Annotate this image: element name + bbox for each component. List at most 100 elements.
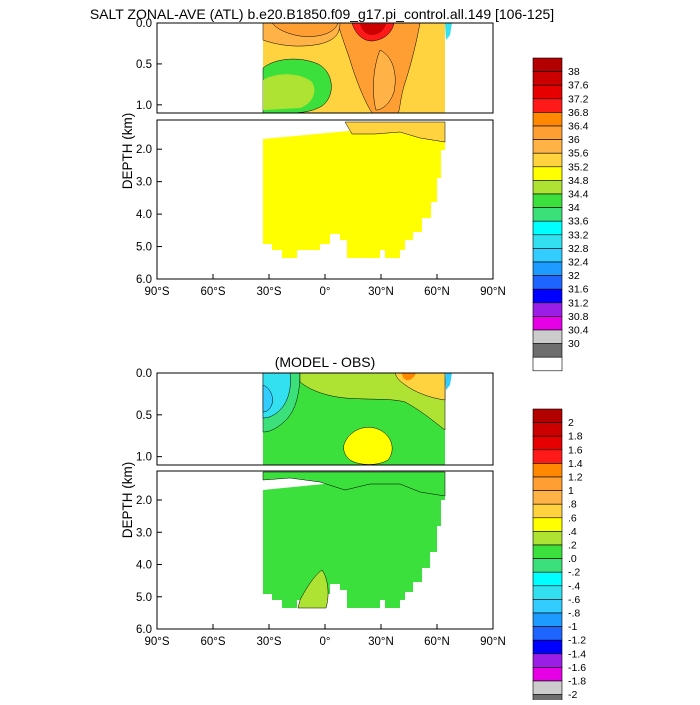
top-colorbar-label: 37.6 [568,80,589,92]
bottom-colorbar-box [532,694,563,705]
top-y-tick-label: 2.0 [136,144,152,156]
top-y-tick-label: 0.0 [136,18,152,30]
top-title: SALT ZONAL-AVE (ATL) b.e20.B1850.f09_g17… [90,6,554,22]
top-colorbar-box [532,98,563,113]
bottom-colorbar-label: 1.4 [568,458,583,470]
top-y-tick-label: 6.0 [136,274,152,286]
bottom-colorbar-label: -.2 [568,567,580,579]
bottom-colorbar-box [532,422,563,437]
bottom-deep-region [263,472,445,608]
bottom-y-tick-label: 2.0 [136,495,152,507]
top-colorbar-label: 37.2 [568,93,589,105]
top-colorbar-box [532,180,563,195]
bottom-y-axis-label: DEPTH (km) [120,462,135,539]
top-y-tick-label: 1.0 [136,100,152,112]
bottom-x-tick-label: 0° [320,636,331,648]
top-colorbar-box [532,302,563,317]
bottom-lower-fields [262,471,446,609]
top-arctic-fresh-edge [445,23,452,40]
bottom-colorbar-label: 1.8 [568,431,583,443]
bottom-x-tick-label: 90°N [480,636,506,648]
bottom-abyssal-patch [297,569,329,609]
bottom-colorbar-box [532,544,563,559]
bottom-northern-surface-core [402,373,416,381]
bottom-x-tick-label: 60°S [200,636,225,648]
bottom-colorbar: 21.81.61.41.21.8.6.4.2.0-.2-.4-.6-.8-1-1… [532,408,586,705]
bottom-colorbar-box [532,503,563,519]
top-colorbar-box [532,220,563,236]
bottom-colorbar-box [532,558,563,573]
bottom-colorbar-box [532,599,563,614]
top-colorbar-label: 32 [568,270,580,282]
bottom-colorbar-label: 1 [568,485,574,497]
top-colorbar-label: 30.4 [568,325,589,337]
top-colorbar-box [532,288,563,304]
bottom-colorbar-label: -.4 [568,580,580,592]
top-colorbar: 38 37.637.2 36.8 36.436 35.635.2 34.8 34.434 33… [532,57,589,372]
top-x-tick-label: 90°S [144,286,169,298]
bottom-upper-frame [156,372,494,466]
top-colorbar-label: 36 [568,134,580,146]
top-colorbar-box [532,152,563,168]
top-colorbar-box [532,329,563,344]
bottom-colorbar-box [532,463,563,478]
top-colorbar-box [532,57,563,72]
top-colorbar-box [532,71,563,86]
top-colorbar-box [532,207,563,222]
top-axes: 90°S 60°S 30°S 0° 30°N 60°N 90°N 0.0 0.5 1.0 2.0 3.… [120,18,506,298]
top-colorbar-box [532,248,563,263]
top-colorbar-box [532,275,563,290]
bottom-colorbar-box [532,585,563,600]
top-colorbar-label: 31.6 [568,284,589,296]
top-colorbar-box [532,316,563,331]
bottom-colorbar-box [532,653,563,668]
bottom-y-tick-label: 1.0 [136,452,152,464]
bottom-colorbar-label: -.8 [568,608,580,620]
bottom-y-tick-label: 0.0 [136,368,152,380]
top-surface-max-core [360,24,386,35]
bottom-colorbar-label: -1.2 [568,635,586,647]
top-y-tick-label: 3.0 [136,177,152,189]
bottom-colorbar-label: .6 [568,512,577,524]
bottom-colorbar-box [532,476,563,491]
bottom-equatorial-positive-region [343,427,393,465]
top-colorbar-label: 34.4 [568,189,589,201]
bottom-colorbar-label: .8 [568,499,577,511]
top-north-subsurface-region [373,49,396,111]
top-colorbar-label: 34 [568,202,580,214]
bottom-colorbar-label: 2 [568,417,574,429]
bottom-colorbar-box [532,435,563,451]
top-colorbar-label: 38 [568,66,580,78]
top-colorbar-box [532,261,563,276]
bottom-colorbar-box [532,680,563,695]
bottom-colorbar-label: .2 [568,540,577,552]
top-panel: 90°S 60°S 30°S 0° 30°N 60°N 90°N 0.0 0.5 1.0 2.0 3.… [120,18,506,298]
top-colorbar-label: 32.4 [568,257,589,269]
top-colorbar-box [532,125,563,140]
top-colorbar-label: 32.8 [568,243,589,255]
bottom-y-tick-label: 4.0 [136,560,152,572]
bottom-colorbar-box [532,490,563,505]
top-x-tick-label: 30°N [368,286,394,298]
top-y-axis-label: DEPTH (km) [120,113,135,190]
bottom-colorbar-box [532,517,563,532]
top-colorbar-label: 35.2 [568,161,589,173]
bottom-colorbar-label: 1.2 [568,472,583,484]
bottom-colorbar-box [532,626,563,641]
bottom-y-tick-label: 6.0 [136,624,152,636]
top-y-tick-label: 0.5 [136,59,152,71]
top-colorbar-label: 33.2 [568,229,589,241]
top-deep-salinity-region [263,122,445,258]
bottom-colorbar-label: -1 [568,621,577,633]
bottom-colorbar-box [532,639,563,655]
top-x-tick-label: 0° [320,286,331,298]
top-colorbar-label: 31.2 [568,297,589,309]
bottom-colorbar-box [532,667,563,682]
top-intermediate-light-region [263,74,315,110]
bottom-colorbar-label: .4 [568,526,577,538]
top-x-tick-label: 90°N [480,286,506,298]
top-x-tick-label: 30°S [256,286,281,298]
top-colorbar-label: 36.4 [568,121,589,133]
bottom-x-tick-label: 60°N [424,636,450,648]
